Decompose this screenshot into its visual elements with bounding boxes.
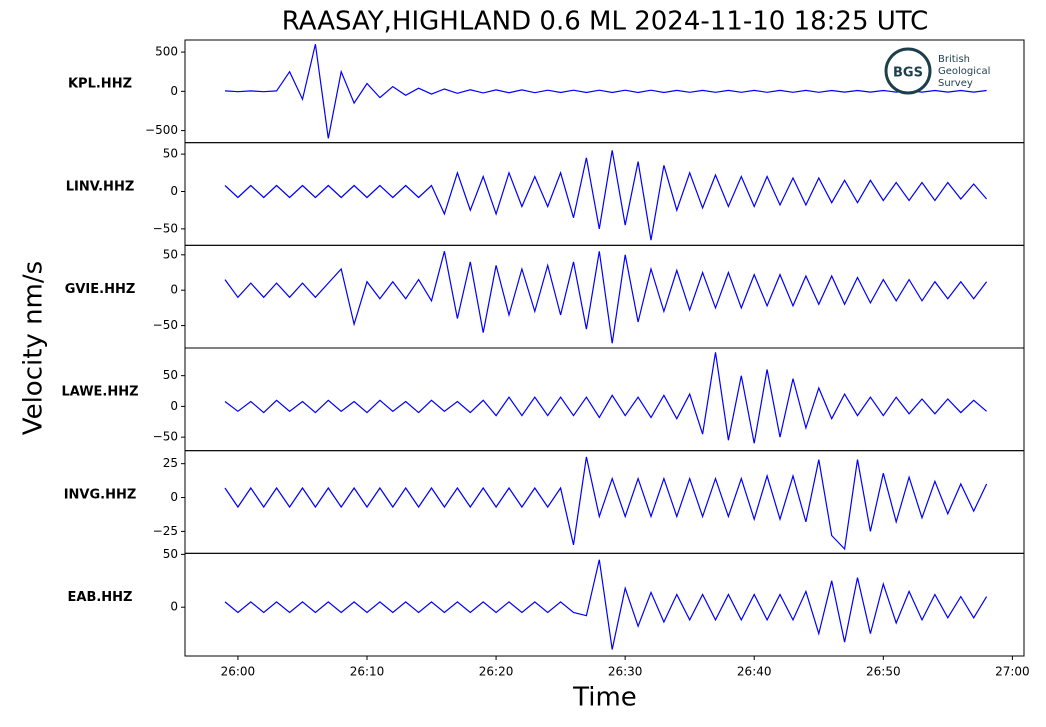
station-label: LAWE.HHZ bbox=[61, 385, 138, 400]
x-tick-label: 26:10 bbox=[350, 665, 385, 679]
y-tick-label: 0 bbox=[170, 184, 178, 198]
y-tick-label: 50 bbox=[163, 547, 178, 561]
logo-abbr: BGS bbox=[893, 66, 923, 81]
trace bbox=[224, 251, 988, 344]
x-tick-label: 26:50 bbox=[866, 665, 901, 679]
trace bbox=[224, 456, 988, 551]
station-label: INVG.HHZ bbox=[64, 487, 137, 502]
y-axis-label: Velocity nm/s bbox=[19, 261, 49, 435]
logo-text: Survey bbox=[938, 78, 973, 89]
x-tick-label: 26:40 bbox=[737, 665, 772, 679]
y-tick-label: −25 bbox=[153, 524, 178, 538]
chart-title: RAASAY,HIGHLAND 0.6 ML 2024-11-10 18:25 … bbox=[282, 7, 929, 37]
y-tick-label: −500 bbox=[145, 123, 178, 137]
station-label: EAB.HHZ bbox=[68, 590, 133, 605]
x-tick-label: 27:00 bbox=[995, 665, 1030, 679]
y-tick-label: −50 bbox=[153, 318, 178, 332]
trace bbox=[224, 44, 987, 139]
station-label: GVIE.HHZ bbox=[65, 282, 136, 297]
station-label: LINV.HHZ bbox=[66, 179, 135, 194]
y-tick-label: −50 bbox=[153, 430, 178, 444]
logo-ring bbox=[884, 47, 932, 95]
y-tick-label: 50 bbox=[163, 368, 178, 382]
logo: BGS British Geological Survey bbox=[884, 47, 990, 95]
logo-text: Geological bbox=[938, 66, 990, 77]
trace bbox=[224, 150, 988, 241]
x-tick-label: 26:30 bbox=[608, 665, 643, 679]
y-tick-label: 0 bbox=[170, 399, 178, 413]
x-axis-label: Time bbox=[572, 683, 637, 713]
y-tick-label: 0 bbox=[170, 490, 178, 504]
y-tick-label: 50 bbox=[163, 247, 178, 261]
y-tick-label: 25 bbox=[163, 456, 178, 470]
y-tick-label: −50 bbox=[153, 221, 178, 235]
logo-text: British bbox=[938, 54, 970, 65]
x-tick-label: 26:20 bbox=[479, 665, 514, 679]
trace bbox=[224, 559, 988, 650]
y-tick-label: 0 bbox=[170, 600, 178, 614]
y-tick-label: 0 bbox=[170, 84, 178, 98]
trace bbox=[224, 352, 987, 444]
panel-frame bbox=[184, 552, 1025, 657]
y-tick-label: 50 bbox=[163, 147, 178, 161]
station-label: KPL.HHZ bbox=[68, 77, 132, 92]
y-tick-label: 0 bbox=[170, 283, 178, 297]
x-tick-label: 26:00 bbox=[221, 665, 256, 679]
y-tick-label: 500 bbox=[155, 45, 178, 59]
